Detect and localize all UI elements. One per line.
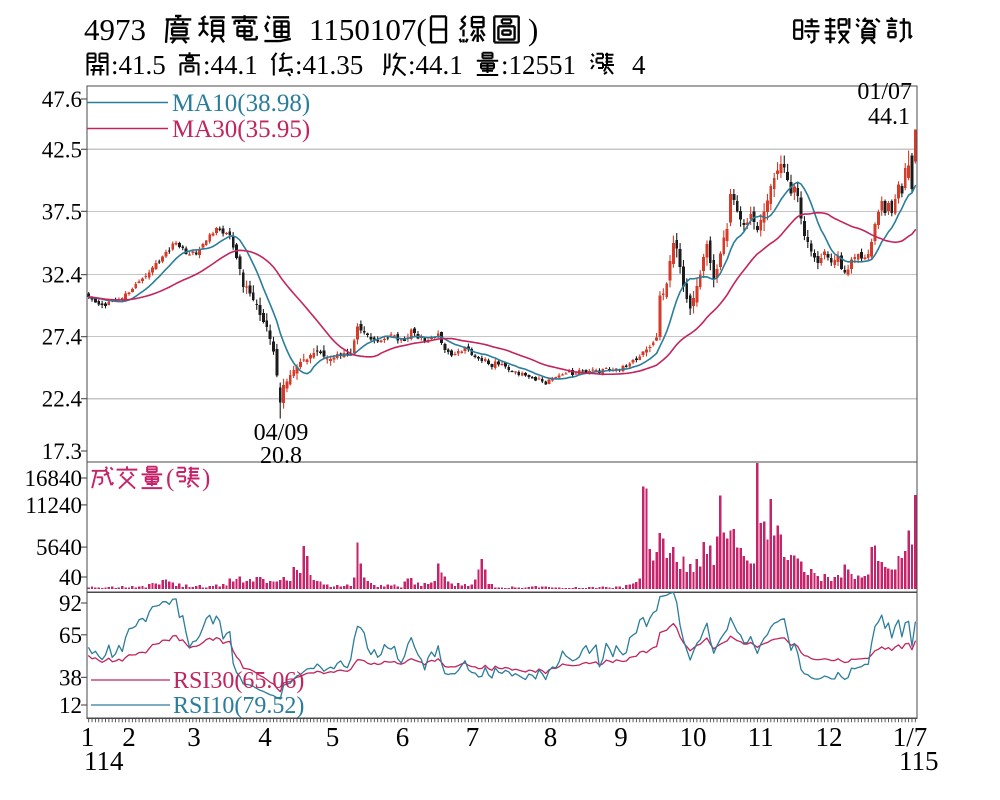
svg-text::41.5: :41.5 bbox=[111, 50, 166, 80]
svg-text:92: 92 bbox=[59, 591, 82, 616]
svg-text:65: 65 bbox=[59, 623, 82, 648]
svg-text:RSI10(79.52): RSI10(79.52) bbox=[173, 693, 304, 719]
svg-text:8: 8 bbox=[544, 722, 558, 752]
svg-text:17.3: 17.3 bbox=[42, 439, 82, 464]
svg-text:(: ( bbox=[166, 465, 174, 492]
svg-text:3: 3 bbox=[187, 722, 201, 752]
svg-text:27.4: 27.4 bbox=[42, 325, 83, 350]
svg-text:12: 12 bbox=[59, 693, 82, 718]
svg-text:6: 6 bbox=[396, 722, 410, 752]
svg-text::44.1: :44.1 bbox=[203, 50, 258, 80]
svg-text::44.1: :44.1 bbox=[408, 50, 463, 80]
svg-text:MA30(35.95): MA30(35.95) bbox=[172, 116, 310, 143]
svg-text:): ) bbox=[202, 465, 210, 492]
svg-text:10: 10 bbox=[680, 722, 707, 752]
svg-text:114: 114 bbox=[84, 746, 124, 776]
svg-text:12: 12 bbox=[816, 722, 843, 752]
svg-text:47.6: 47.6 bbox=[42, 87, 82, 112]
svg-text:22.4: 22.4 bbox=[42, 387, 83, 412]
svg-text::12551: :12551 bbox=[501, 50, 576, 80]
svg-text:5: 5 bbox=[326, 722, 340, 752]
svg-text:MA10(38.98): MA10(38.98) bbox=[172, 90, 310, 117]
svg-text:16840: 16840 bbox=[25, 466, 83, 491]
svg-text:1/7: 1/7 bbox=[893, 722, 928, 752]
svg-text:32.4: 32.4 bbox=[42, 263, 83, 288]
svg-text:5640: 5640 bbox=[36, 535, 82, 560]
svg-text:38: 38 bbox=[59, 665, 82, 690]
svg-text:11240: 11240 bbox=[25, 493, 82, 518]
svg-text:1150107(: 1150107( bbox=[309, 12, 427, 47]
svg-text:42.5: 42.5 bbox=[42, 137, 82, 162]
svg-text:11: 11 bbox=[748, 722, 774, 752]
svg-text:4: 4 bbox=[258, 722, 272, 752]
svg-text:44.1: 44.1 bbox=[868, 104, 910, 130]
svg-text:9: 9 bbox=[614, 722, 628, 752]
svg-text:2: 2 bbox=[122, 722, 136, 752]
svg-text:1: 1 bbox=[81, 722, 95, 752]
svg-text:4973: 4973 bbox=[84, 12, 146, 47]
svg-text::41.35: :41.35 bbox=[295, 50, 363, 80]
svg-text:20.8: 20.8 bbox=[260, 443, 302, 469]
svg-text:4: 4 bbox=[632, 50, 646, 80]
svg-text:7: 7 bbox=[466, 722, 480, 752]
svg-text:01/07: 01/07 bbox=[857, 79, 912, 105]
svg-text:40: 40 bbox=[59, 565, 82, 590]
svg-text:RSI30(65.06): RSI30(65.06) bbox=[173, 668, 304, 694]
svg-text:): ) bbox=[528, 12, 538, 47]
svg-text:37.5: 37.5 bbox=[42, 199, 82, 224]
svg-text:04/09: 04/09 bbox=[254, 420, 309, 446]
svg-text:115: 115 bbox=[899, 746, 939, 776]
